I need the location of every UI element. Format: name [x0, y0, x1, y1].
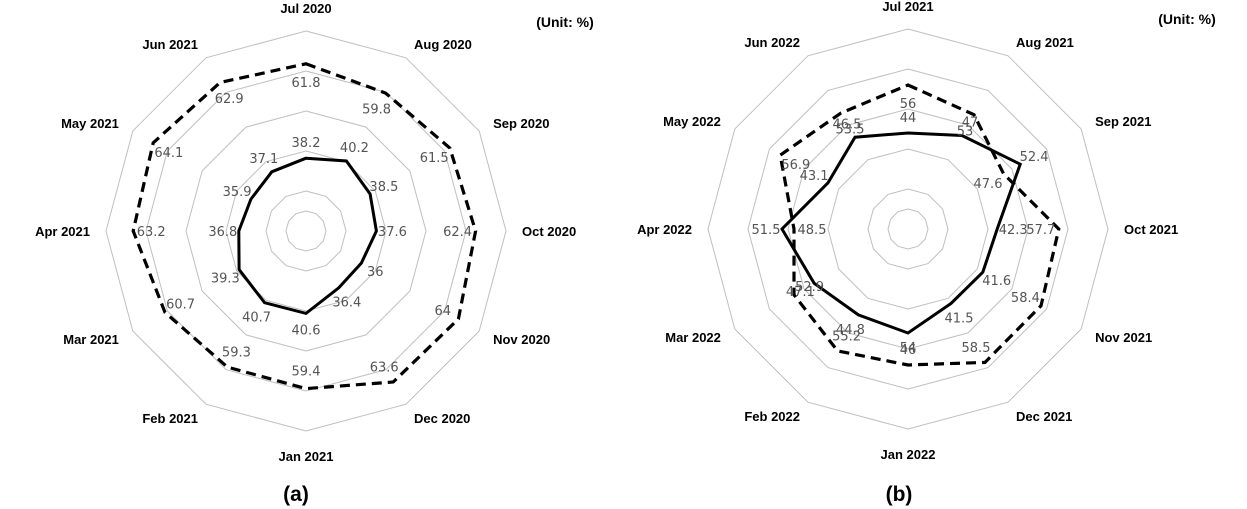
- value-label: 63.6: [370, 360, 399, 375]
- grid-ring: [185, 110, 427, 352]
- value-label: 61.5: [420, 151, 449, 166]
- category-label: Apr 2022: [637, 222, 692, 237]
- category-label: Feb 2021: [142, 411, 198, 426]
- grid-ring: [787, 108, 1029, 350]
- series-line-dashed: [131, 62, 478, 391]
- series-line-dashed: [778, 83, 1061, 367]
- value-label: 36.8: [208, 225, 237, 240]
- category-label: Sep 2020: [493, 116, 549, 131]
- value-label: 48.5: [798, 223, 827, 238]
- category-label: Nov 2020: [493, 332, 550, 347]
- value-label: 64: [435, 304, 452, 319]
- unit-label: (Unit: %): [1158, 11, 1216, 27]
- value-label: 37.1: [249, 152, 278, 167]
- value-label: 47.1: [786, 285, 815, 300]
- value-label: 58.4: [1011, 291, 1040, 306]
- value-label: 38.2: [292, 136, 321, 151]
- grid-ring: [145, 70, 467, 392]
- category-label: Feb 2022: [744, 409, 800, 424]
- category-label: Jan 2021: [279, 449, 334, 464]
- category-label: May 2021: [61, 116, 119, 131]
- value-label: 54: [900, 341, 917, 356]
- value-label: 58.5: [962, 341, 991, 356]
- category-label: May 2022: [663, 114, 721, 129]
- value-label: 47: [962, 116, 979, 131]
- series-line-solid: [237, 156, 378, 316]
- value-label: 39.3: [211, 272, 240, 287]
- grid-ring: [225, 150, 387, 312]
- category-label: Oct 2021: [1124, 222, 1178, 237]
- value-label: 52.4: [1020, 150, 1049, 165]
- value-label: 51.5: [752, 223, 781, 238]
- value-label: 60.7: [166, 297, 195, 312]
- value-label: 41.6: [982, 274, 1011, 289]
- value-label: 36: [367, 265, 384, 280]
- grid-ring: [747, 68, 1069, 390]
- value-label: 59.4: [292, 365, 321, 380]
- value-label: 47.6: [974, 177, 1003, 192]
- series-line-solid: [780, 131, 1023, 335]
- value-label: 40.6: [292, 323, 321, 338]
- category-label: Sep 2021: [1095, 114, 1151, 129]
- value-label: 56: [900, 97, 917, 112]
- category-label: Dec 2020: [414, 411, 470, 426]
- category-label: Mar 2021: [63, 332, 119, 347]
- value-label: 59.8: [362, 103, 391, 118]
- radar-panel-a: 38.2 40.2 38.5 37.6 36 36.4 40.6 40.7 39.3 36.8 35…: [35, 1, 594, 506]
- category-label: Aug 2021: [1016, 35, 1074, 50]
- category-label: Jul 2021: [882, 0, 933, 14]
- value-label: 42.3: [999, 223, 1028, 238]
- value-label: 61.8: [292, 76, 321, 91]
- panel-label: (a): [283, 483, 309, 506]
- value-label: 44.8: [836, 323, 865, 338]
- category-label: Aug 2020: [414, 37, 472, 52]
- category-label: Apr 2021: [35, 224, 90, 239]
- value-label: 38.5: [369, 180, 398, 195]
- category-label: Mar 2022: [665, 330, 721, 345]
- value-label: 41.5: [945, 311, 974, 326]
- value-label: 37.6: [378, 225, 407, 240]
- value-label: 62.9: [215, 92, 244, 107]
- value-label: 40.7: [242, 311, 271, 326]
- value-label: 35.9: [223, 185, 252, 200]
- grid-ring: [105, 30, 507, 432]
- value-label: 52.9: [795, 280, 824, 295]
- grid-ring: [707, 28, 1109, 430]
- value-label: 64.1: [154, 146, 183, 161]
- value-label: 55.2: [832, 329, 861, 344]
- category-label: Oct 2020: [522, 224, 576, 239]
- value-label: 40.2: [340, 141, 369, 156]
- value-label: 53.5: [836, 123, 865, 138]
- panel-label: (b): [886, 483, 913, 506]
- category-label: Jul 2020: [280, 1, 331, 16]
- value-label: 59.3: [222, 346, 251, 361]
- category-label: Nov 2021: [1095, 330, 1152, 345]
- value-label: 63.2: [137, 225, 166, 240]
- grid-ring-center: [887, 208, 929, 250]
- value-label: 53: [957, 124, 974, 139]
- value-label: 46: [900, 343, 917, 358]
- category-label: Jun 2021: [142, 37, 198, 52]
- radar-panel-b: 44 47 52.4 42.3 41.6 41.5 46 44.8 47.1 51.5 43.1 46…: [637, 0, 1216, 506]
- category-label: Jan 2022: [881, 447, 936, 462]
- grid-ring: [867, 188, 949, 270]
- value-label: 62.4: [443, 225, 472, 240]
- value-label: 56.9: [781, 158, 810, 173]
- category-label: Jun 2022: [744, 35, 800, 50]
- category-label: Dec 2021: [1016, 409, 1072, 424]
- unit-label: (Unit: %): [536, 14, 594, 30]
- grid-ring: [827, 148, 989, 310]
- grid-ring-center: [285, 210, 327, 252]
- value-label: 57.7: [1026, 223, 1055, 238]
- grid-ring: [265, 190, 347, 272]
- value-label: 46.5: [833, 117, 862, 132]
- value-label: 44: [900, 111, 917, 126]
- value-label: 43.1: [800, 169, 829, 184]
- value-label: 36.4: [332, 296, 361, 311]
